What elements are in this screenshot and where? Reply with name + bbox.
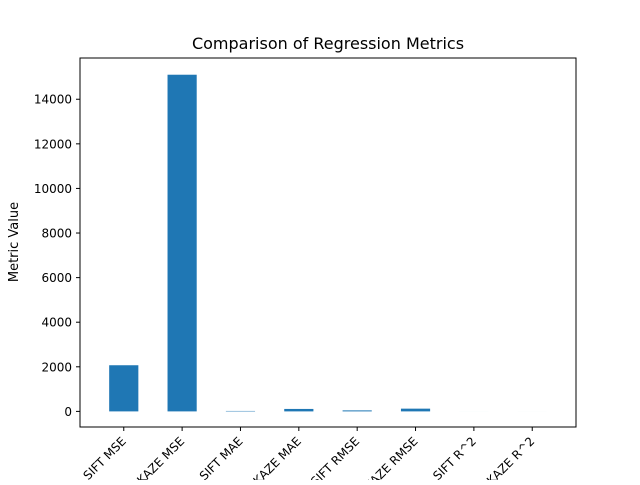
y-tick-label: 8000 — [41, 227, 72, 241]
y-axis-label: Metric Value — [7, 202, 22, 282]
bar-sift-mse — [109, 365, 138, 411]
bar-kaze-rmse — [401, 409, 430, 412]
y-tick-label: 4000 — [41, 316, 72, 330]
y-tick-label: 14000 — [34, 93, 72, 107]
bar-kaze-mse — [168, 75, 197, 412]
bar-sift-rmse — [343, 410, 372, 411]
y-tick-label: 0 — [64, 405, 72, 419]
y-tick-label: 12000 — [34, 137, 72, 151]
y-tick-label: 6000 — [41, 271, 72, 285]
y-tick-label: 10000 — [34, 182, 72, 196]
chart-title: Comparison of Regression Metrics — [192, 34, 464, 53]
bar-kaze-mae — [284, 409, 313, 411]
y-tick-label: 2000 — [41, 360, 72, 374]
